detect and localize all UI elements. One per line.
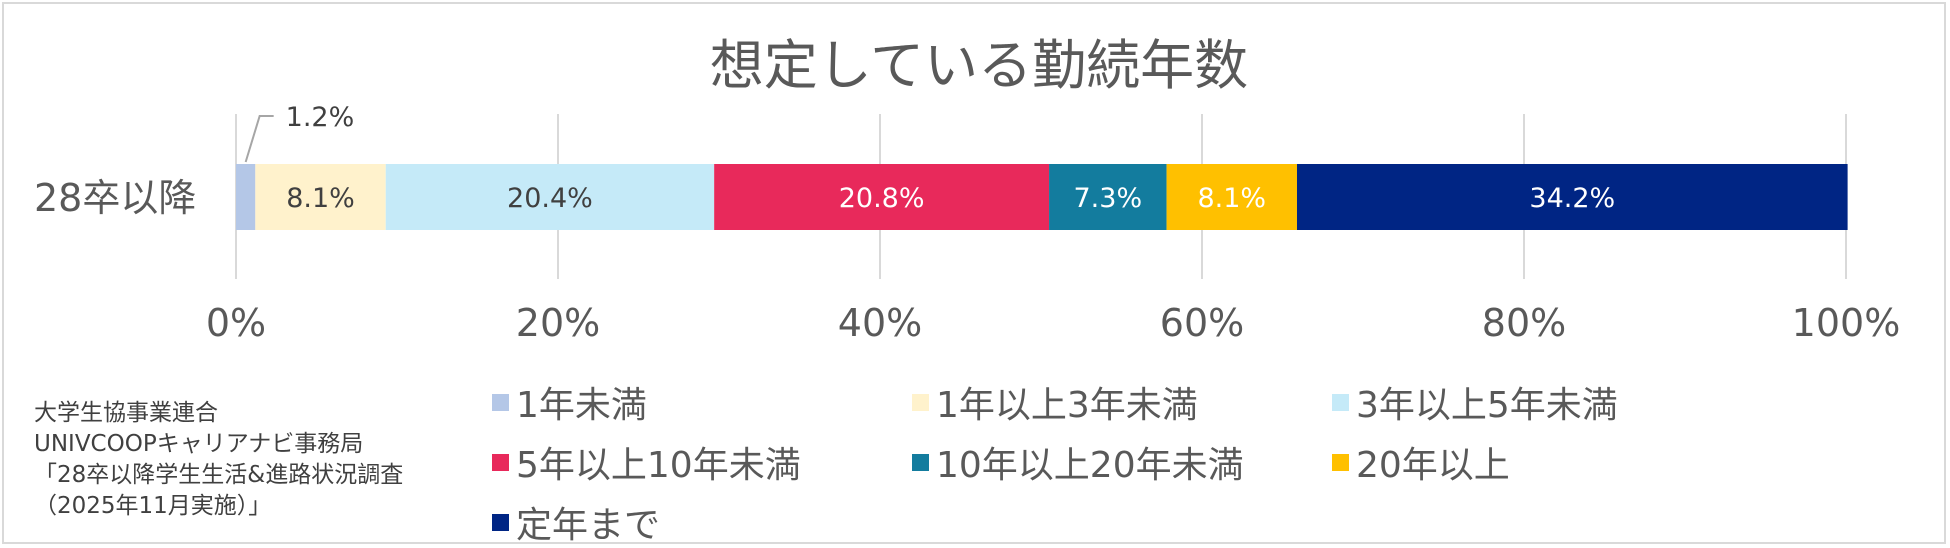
legend-swatch: [912, 393, 929, 411]
source-line: 大学生協事業連合: [34, 400, 218, 426]
bar-segments: [236, 164, 1848, 230]
legend-item: 5年以上10年未満: [492, 436, 912, 488]
legend-item: 10年以上20年未満: [912, 436, 1332, 488]
x-tick-label: 100%: [1792, 301, 1901, 345]
data-label: 7.3%: [1074, 183, 1143, 214]
data-label: 1.2%: [286, 102, 355, 133]
leader-line: [244, 115, 274, 163]
bar-segment: [255, 164, 386, 230]
bar-segment: [1166, 164, 1297, 230]
legend-swatch: [1332, 453, 1349, 471]
legend-item: 1年未満: [492, 376, 912, 428]
legend-label: 定年まで: [516, 505, 661, 546]
source-line: UNIVCOOPキャリアナビ事務局: [34, 431, 364, 457]
bar-segment: [236, 164, 256, 230]
x-tick-label: 20%: [516, 301, 600, 345]
source-note: 大学生協事業連合 UNIVCOOPキャリアナビ事務局 「28卒以降学生生活&進路…: [34, 398, 403, 522]
source-line: （2025年11月実施）」: [34, 493, 272, 519]
x-axis-ticks: 0% 20% 40% 60% 80% 100%: [206, 301, 1900, 345]
legend-item: 定年まで: [492, 496, 912, 548]
legend-swatch: [492, 453, 509, 471]
x-tick-label: 60%: [1160, 301, 1244, 345]
bar-segment: [1296, 164, 1848, 230]
x-tick-label: 0%: [206, 301, 266, 345]
data-label: 34.2%: [1529, 183, 1615, 214]
legend-label: 3年以上5年未満: [1356, 385, 1618, 426]
bar-segment: [385, 164, 715, 230]
data-label: 8.1%: [1197, 183, 1266, 214]
bar-segment: [714, 164, 1050, 230]
category-label: 28卒以降: [34, 176, 196, 220]
source-line: 「28卒以降学生生活&進路状況調査: [34, 462, 404, 488]
data-label: 20.4%: [507, 183, 593, 214]
legend-item: 20年以上: [1332, 436, 1752, 488]
legend-swatch: [912, 453, 929, 471]
legend-label: 1年以上3年未満: [936, 385, 1198, 426]
legend-swatch: [492, 393, 509, 411]
legend-label: 5年以上10年未満: [516, 445, 801, 486]
legend-item: 3年以上5年未満: [1332, 376, 1752, 428]
x-tick-label: 80%: [1482, 301, 1566, 345]
data-label: 8.1%: [286, 183, 355, 214]
legend-label: 10年以上20年未満: [936, 445, 1244, 486]
legend: 1年未満 1年以上3年未満 3年以上5年未満 5年以上10年未満 10年以上20年未満 2…: [492, 376, 1792, 548]
legend-swatch: [1332, 393, 1349, 411]
chart-title: 想定している勤続年数: [710, 34, 1248, 97]
data-labels: 1.2% 8.1% 20.4% 20.8% 7.3% 8.1% 34.2%: [244, 102, 1615, 214]
x-tick-label: 40%: [838, 301, 922, 345]
stacked-bar-chart: 想定している勤続年数 1.2% 8.1% 20.4% 20.8% 7.3% 8.1% 34.…: [34, 34, 1900, 345]
legend-item: 1年以上3年未満: [912, 376, 1332, 428]
legend-label: 1年未満: [516, 385, 647, 426]
legend-swatch: [492, 513, 509, 531]
data-label: 20.8%: [839, 183, 925, 214]
legend-label: 20年以上: [1356, 445, 1510, 486]
bar-segment: [1049, 164, 1167, 230]
